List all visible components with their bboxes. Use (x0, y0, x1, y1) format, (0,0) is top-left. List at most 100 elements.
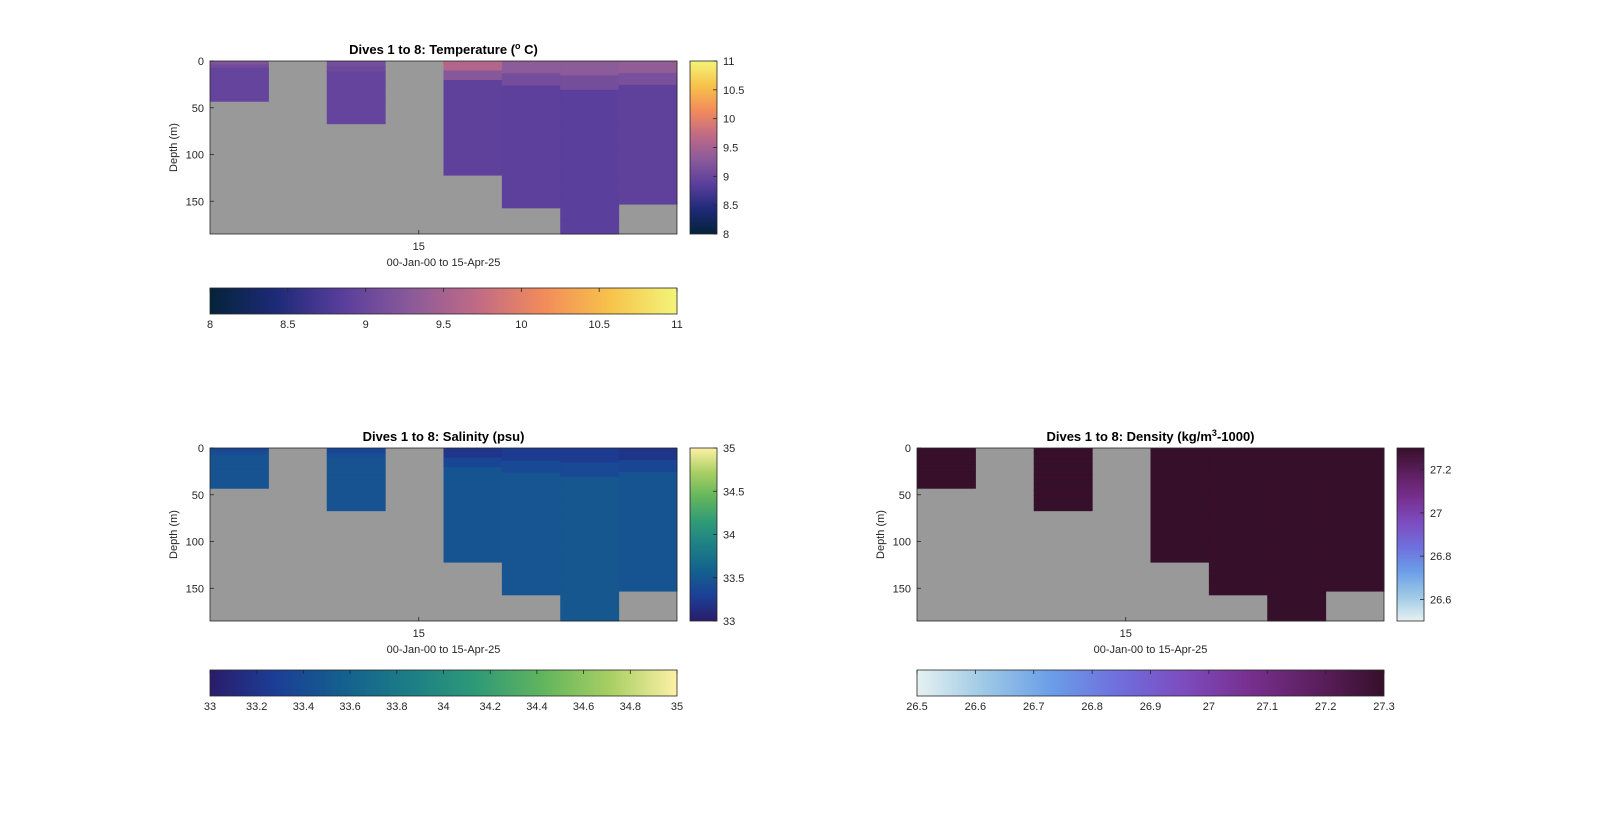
data-cell (326, 92, 386, 99)
data-cell (1033, 468, 1093, 475)
data-cell (560, 147, 620, 163)
data-cell (210, 74, 269, 79)
title-tail: C) (521, 42, 538, 57)
data-cell (618, 61, 678, 74)
data-cell (443, 99, 503, 110)
bottom-colorbar-label: 35 (671, 701, 683, 713)
data-cell (1208, 558, 1268, 571)
data-cell (210, 81, 269, 85)
dive-column-6 (501, 61, 561, 209)
data-cell (560, 448, 620, 463)
data-cell (501, 183, 561, 197)
side-colorbar-fill (1396, 447, 1425, 622)
side-colorbar-label: 10 (723, 114, 735, 126)
data-cell (443, 61, 503, 72)
x-tick-label: 15 (413, 628, 425, 640)
data-cell (618, 192, 678, 205)
data-cell (1150, 495, 1210, 506)
side-colorbar: 27.2 27 26.8 26.6 (1396, 447, 1451, 622)
data-cell (443, 524, 503, 535)
data-cell (210, 64, 269, 69)
bottom-colorbar-label: 26.7 (1023, 701, 1044, 713)
dive-column-8 (618, 61, 678, 205)
bottom-colorbar-label: 27.1 (1257, 701, 1278, 713)
data-cell (326, 463, 386, 470)
side-colorbar: 35 34.5 34 33.5 33 (689, 443, 744, 628)
bottom-colorbar-label: 9.5 (436, 319, 451, 331)
data-cell (618, 72, 678, 86)
bottom-colorbar-label: 27 (1203, 701, 1215, 713)
data-cell (1033, 505, 1093, 512)
axes-frame (916, 447, 1385, 622)
data-cell (210, 484, 269, 489)
data-cell (501, 109, 561, 123)
data-cell (618, 108, 678, 122)
y-tick-label: 0 (198, 443, 204, 455)
data-cell (1208, 496, 1268, 510)
data-cell (917, 474, 976, 479)
data-cell (560, 577, 620, 593)
data-cell (560, 133, 620, 148)
data-cell (1325, 471, 1385, 485)
data-cell (1150, 524, 1210, 535)
title-superscript: o (515, 41, 521, 51)
data-cell (326, 102, 386, 109)
bottom-colorbar-label: 34.8 (620, 701, 641, 713)
data-cell (1267, 448, 1327, 463)
dive-column-7 (560, 448, 620, 622)
data-cell (1267, 462, 1327, 478)
bottom-colorbar: 26.5 26.6 26.7 26.8 26.9 27 27.1 27.2 27.3 (906, 669, 1395, 713)
data-cell (1267, 563, 1327, 579)
x-tick-label: 15 (413, 241, 425, 253)
panel-density: 0 50 100 150 15 00-Jan-00 to 15-Apr-25 Depth (… (875, 428, 1451, 713)
bottom-colorbar-label: 8.5 (280, 319, 295, 331)
data-cell (1033, 489, 1093, 496)
side-colorbar-label: 26.8 (1430, 551, 1451, 563)
bottom-colorbar-label: 9 (363, 319, 369, 331)
data-cell (501, 570, 561, 584)
y-tick-label: 50 (192, 490, 204, 502)
x-axis-label: 00-Jan-00 to 15-Apr-25 (387, 644, 501, 656)
side-colorbar-label: 27 (1430, 508, 1442, 520)
data-cell (210, 448, 269, 452)
data-cell (917, 468, 976, 472)
data-cell (1325, 519, 1385, 532)
data-cell (560, 505, 620, 521)
data-cell (1325, 531, 1385, 544)
data-cell (210, 61, 269, 65)
data-cell (1150, 476, 1210, 487)
data-cell (560, 534, 620, 550)
data-cell (1150, 457, 1210, 468)
y-tick-label: 100 (186, 537, 204, 549)
data-cell (1150, 505, 1210, 516)
data-cell (917, 481, 976, 486)
data-cell (1033, 500, 1093, 506)
data-cell (501, 533, 561, 547)
data-cell (326, 494, 386, 501)
data-cell (618, 483, 678, 497)
data-cell (326, 71, 386, 78)
data-cell (560, 476, 620, 492)
dive-column-5 (443, 61, 503, 176)
y-tick-label: 150 (893, 583, 911, 595)
y-tick-label: 0 (905, 443, 911, 455)
data-cell (501, 171, 561, 184)
bottom-colorbar-fill (209, 287, 678, 315)
data-cell (443, 505, 503, 516)
data-cell (917, 451, 976, 456)
y-tick-label: 100 (186, 150, 204, 162)
data-cell (443, 108, 503, 119)
data-cell (917, 478, 976, 483)
x-axis-label: 00-Jan-00 to 15-Apr-25 (1094, 644, 1208, 656)
data-cell (501, 496, 561, 510)
bottom-colorbar-label: 27.2 (1315, 701, 1336, 713)
data-cell (618, 459, 678, 473)
y-axis-label: Depth (m) (875, 510, 887, 559)
bottom-colorbar-label: 26.5 (906, 701, 927, 713)
side-colorbar-label: 26.6 (1430, 594, 1451, 606)
bottom-colorbar-label: 33.6 (339, 701, 360, 713)
bottom-colorbar-label: 34.4 (526, 701, 547, 713)
dive-column-1 (210, 448, 269, 489)
data-cell (1208, 448, 1268, 461)
data-cell (210, 84, 269, 89)
